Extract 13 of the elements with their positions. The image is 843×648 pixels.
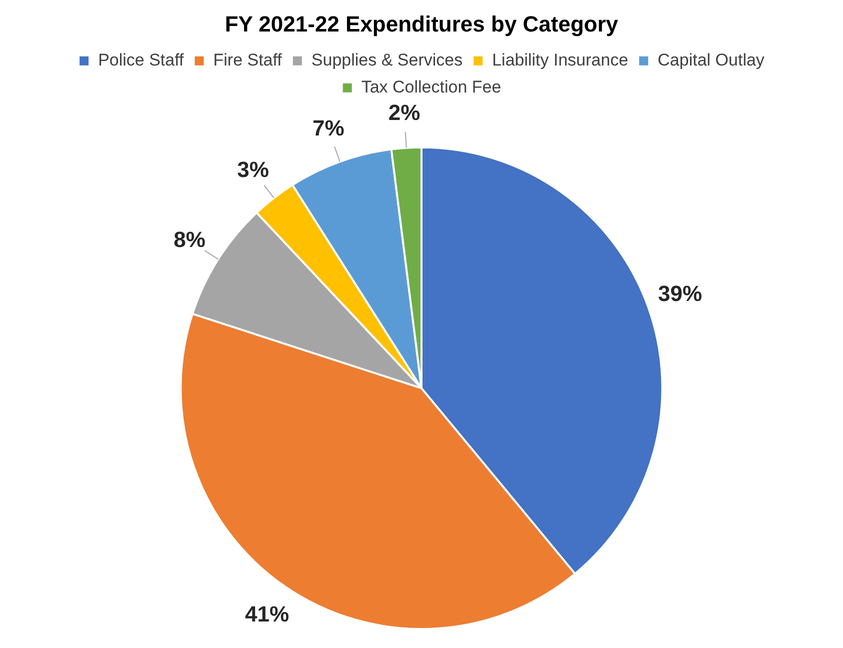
data-label: 7% (312, 116, 344, 141)
chart-title: FY 2021-22 Expenditures by Category (224, 11, 619, 36)
data-label: 8% (174, 227, 206, 252)
data-label: 41% (245, 602, 290, 627)
legend-label: Tax Collection Fee (361, 78, 502, 97)
data-label: 3% (237, 157, 269, 182)
legend-label: Liability Insurance (492, 50, 628, 70)
legend-label: Capital Outlay (658, 50, 765, 70)
data-label: 39% (658, 281, 702, 306)
legend-label: Supplies & Services (311, 50, 463, 70)
data-label: 2% (388, 100, 420, 126)
legend-label: Fire Staff (213, 50, 282, 70)
legend-label: Police Staff (98, 50, 184, 70)
